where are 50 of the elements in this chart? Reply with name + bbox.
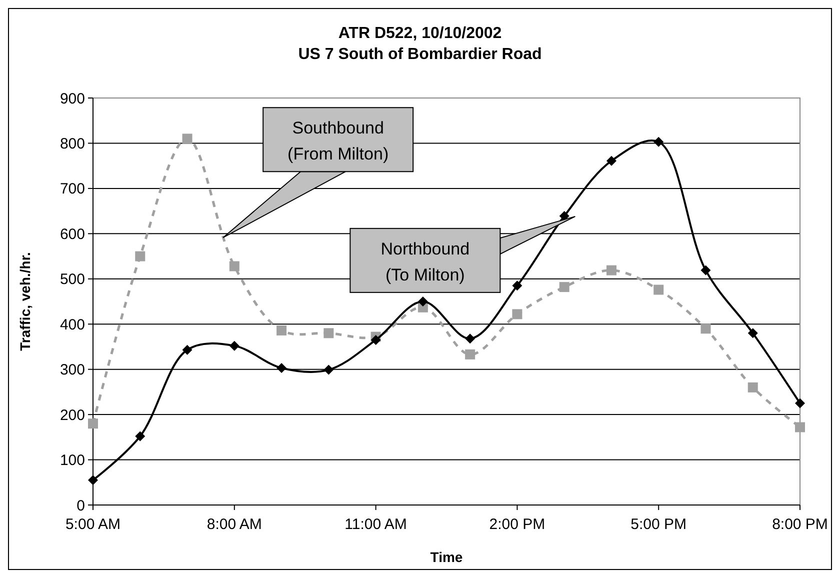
point xyxy=(88,418,98,429)
point xyxy=(654,284,664,295)
point xyxy=(700,265,711,276)
point xyxy=(182,344,192,355)
chart-title: ATR D522, 10/10/2002 US 7 South of Bombardier Road xyxy=(298,25,542,63)
annotation: Northbound (To Milton) xyxy=(380,239,470,284)
point xyxy=(795,422,805,432)
annotation: Southbound (From Milton) xyxy=(288,118,389,164)
y-axis-title: Traffic, veh./hr. xyxy=(17,252,33,351)
point xyxy=(229,261,240,272)
y-tick-label: 100 xyxy=(60,452,85,470)
y-tick-label: 700 xyxy=(60,180,85,198)
point xyxy=(512,280,522,291)
point xyxy=(229,340,240,351)
point xyxy=(465,334,476,344)
point xyxy=(135,251,146,262)
x-tick-label: 11:00 AM xyxy=(344,516,407,533)
x-tick-label: 8:00 PM xyxy=(772,516,828,533)
y-tick-label: 900 xyxy=(60,90,85,108)
point xyxy=(135,431,146,442)
x-axis-title: Time xyxy=(430,549,463,565)
point xyxy=(324,328,334,338)
point xyxy=(465,349,476,360)
point xyxy=(559,282,570,292)
point xyxy=(276,362,287,373)
point xyxy=(512,309,522,320)
point xyxy=(88,475,98,486)
point xyxy=(418,296,428,306)
y-tick-label: 300 xyxy=(60,362,85,379)
point xyxy=(276,325,287,336)
point xyxy=(748,328,758,338)
point xyxy=(795,398,805,408)
y-tick-label: 400 xyxy=(60,316,85,334)
point xyxy=(748,382,758,392)
point xyxy=(606,265,616,276)
point xyxy=(182,134,192,144)
point xyxy=(370,334,381,345)
y-tick-label: 200 xyxy=(60,406,85,424)
x-tick-label: 5:00 PM xyxy=(630,516,687,533)
y-tick-label: 800 xyxy=(60,135,85,152)
y-tick-label: 500 xyxy=(60,271,85,288)
point xyxy=(654,136,664,147)
y-tick-label: 600 xyxy=(60,226,85,243)
x-tick-label: 5:00 AM xyxy=(65,516,121,533)
x-tick-label: 2:00 PM xyxy=(489,516,546,533)
y-tick-label: 0 xyxy=(76,497,85,514)
point xyxy=(700,324,711,334)
x-tick-label: 8:00 AM xyxy=(206,516,262,533)
point xyxy=(606,156,616,166)
point xyxy=(324,364,334,375)
